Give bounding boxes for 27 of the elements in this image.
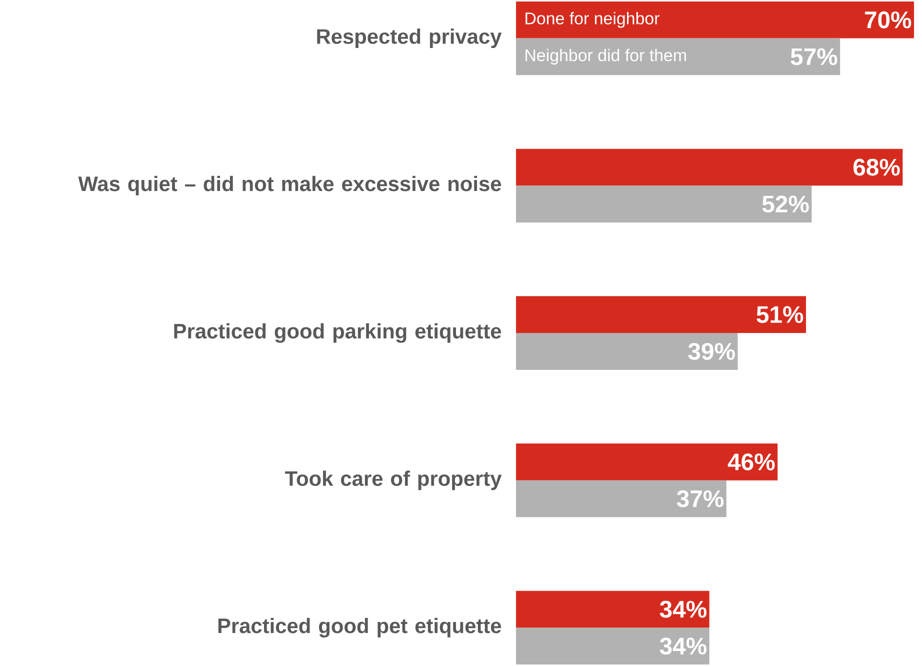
data-label: 39%	[688, 342, 735, 360]
bar	[516, 480, 726, 518]
bar	[516, 444, 778, 480]
series-label: Done for neighbor	[526, 12, 660, 28]
y-tick-label: Respected privacy	[317, 28, 502, 48]
bar	[516, 186, 812, 222]
bar	[516, 38, 840, 76]
data-label: 52%	[762, 196, 809, 213]
series-label: Neighbor did for them	[526, 48, 686, 65]
data-label: 51%	[756, 306, 804, 324]
bar	[516, 332, 738, 370]
data-label: 57%	[790, 48, 838, 66]
y-tick-label: Practiced good pet etiquette	[218, 618, 502, 638]
data-label: 46%	[728, 453, 775, 470]
y-tick-label: Was quiet – did not make excessive noise	[78, 176, 502, 196]
bar	[516, 1, 914, 38]
y-tick-label: Took care of property	[285, 470, 502, 490]
bar	[516, 590, 710, 628]
data-label: 34%	[660, 600, 706, 618]
data-label: 37%	[676, 490, 724, 508]
data-label: 70%	[864, 11, 912, 28]
y-tick-label: Practiced good parking etiquette	[174, 323, 502, 343]
bar	[516, 296, 806, 333]
bar	[516, 148, 903, 186]
data-label: 34%	[660, 638, 706, 655]
bar	[516, 628, 710, 665]
data-label: 68%	[853, 158, 900, 176]
